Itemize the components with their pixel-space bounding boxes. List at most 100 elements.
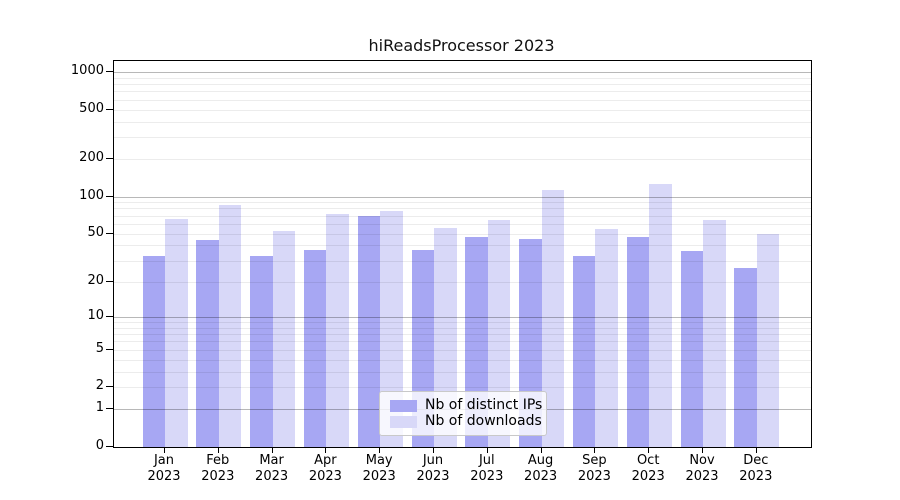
grid-line-minor	[114, 159, 811, 161]
y-axis-tick	[106, 195, 113, 197]
bar-distinct-ips	[734, 268, 757, 447]
x-axis-tick-label: May 2023	[362, 453, 396, 484]
grid-line-minor	[114, 359, 811, 361]
y-axis-tick	[106, 232, 113, 234]
grid-line-minor	[114, 341, 811, 343]
y-axis-tick	[106, 446, 113, 447]
grid-line-minor	[114, 202, 811, 204]
legend-swatch-distinct-ips-icon	[390, 399, 417, 412]
grid-line-minor	[114, 91, 811, 93]
y-axis-tick	[106, 70, 113, 72]
legend: Nb of distinct IPs Nb of downloads	[379, 391, 547, 436]
y-axis-tick	[106, 386, 113, 388]
x-axis-tick	[271, 447, 273, 453]
x-axis-tick-label: Apr 2023	[308, 453, 342, 484]
x-axis-tick-label: Feb 2023	[201, 453, 235, 484]
x-axis-tick-label: Nov 2023	[685, 453, 719, 484]
y-axis-tick-label: 1	[95, 400, 104, 416]
grid-line-minor	[114, 99, 811, 101]
grid-line-minor	[114, 121, 811, 123]
x-axis-tick	[486, 447, 488, 453]
grid-line-major	[114, 316, 811, 318]
grid-line-minor	[114, 322, 811, 323]
x-axis-tick-label: Jan 2023	[147, 453, 181, 484]
grid-line-minor	[114, 208, 811, 210]
x-axis-tick	[540, 447, 542, 453]
legend-label-downloads: Nb of downloads	[425, 413, 542, 429]
y-axis-tick	[106, 108, 113, 110]
grid-line-minor	[114, 233, 811, 235]
grid-line-minor	[114, 77, 811, 79]
bar-downloads	[272, 230, 296, 447]
y-axis-tick	[106, 158, 113, 160]
bar-downloads	[487, 219, 511, 447]
grid-line-minor	[114, 137, 811, 139]
y-axis-tick-label: 20	[87, 272, 104, 288]
x-axis-tick	[755, 447, 757, 453]
y-axis-tick-label: 500	[79, 100, 104, 116]
grid-line-minor	[114, 215, 811, 217]
x-axis-tick-label: Jun 2023	[416, 453, 450, 484]
y-axis-tick-label: 5	[95, 340, 104, 356]
x-axis-tick	[702, 447, 703, 453]
y-axis-tick-label: 0	[95, 438, 104, 453]
y-axis-tick-label: 200	[79, 150, 104, 166]
x-axis-tick	[433, 447, 434, 453]
grid-line-minor	[114, 260, 811, 262]
x-axis-tick-label: Mar 2023	[255, 453, 289, 484]
legend-item-distinct-ips: Nb of distinct IPs	[390, 398, 542, 413]
x-axis-tick	[217, 447, 219, 453]
x-axis-tick-label: Sep 2023	[577, 453, 611, 484]
y-axis-tick	[106, 408, 113, 410]
bar-downloads	[595, 228, 618, 447]
bar-downloads	[326, 214, 349, 447]
bar-downloads	[541, 190, 565, 447]
legend-label-distinct-ips: Nb of distinct IPs	[425, 397, 543, 413]
bar-downloads	[218, 205, 242, 447]
grid-line-minor	[114, 245, 811, 247]
bar-distinct-ips	[303, 249, 327, 447]
bar-distinct-ips	[250, 255, 273, 447]
x-axis-tick	[648, 447, 650, 453]
bar-downloads	[380, 211, 403, 447]
x-axis-tick	[325, 447, 327, 453]
bar-distinct-ips	[357, 215, 381, 447]
bar-downloads	[649, 184, 672, 447]
bar-distinct-ips	[142, 255, 165, 447]
x-axis-tick	[379, 447, 381, 453]
x-axis-tick	[164, 447, 165, 453]
y-axis-tick-label: 10	[87, 307, 104, 323]
x-axis-tick-label: Jul 2023	[470, 453, 504, 484]
x-axis-tick-label: Aug 2023	[524, 453, 558, 484]
grid-line-minor	[114, 223, 811, 225]
grid-line-major	[114, 71, 811, 73]
x-axis-tick-label: Dec 2023	[739, 453, 773, 484]
y-axis-tick	[106, 280, 113, 282]
x-axis-tick	[594, 447, 596, 453]
bar-downloads	[756, 233, 780, 447]
chart-title: hiReadsProcessor 2023	[368, 36, 555, 55]
grid-line-minor	[114, 84, 811, 85]
grid-line-minor	[114, 349, 811, 351]
bar-downloads	[165, 218, 188, 447]
grid-line-minor	[114, 109, 811, 111]
y-axis-tick-label: 1000	[70, 62, 104, 78]
y-axis-tick-label: 100	[79, 187, 104, 203]
bar-distinct-ips	[572, 255, 596, 447]
legend-swatch-downloads-icon	[390, 415, 417, 428]
bar-distinct-ips	[626, 236, 650, 447]
grid-line-minor	[114, 327, 811, 329]
grid-line-minor	[114, 281, 811, 283]
bar-distinct-ips	[680, 251, 703, 447]
y-axis-tick-label: 2	[95, 378, 104, 394]
plot-area	[113, 60, 812, 448]
grid-line-minor	[114, 334, 811, 336]
grid-line-major	[114, 196, 811, 198]
bar-distinct-ips	[196, 240, 219, 447]
legend-item-downloads: Nb of downloads	[390, 414, 542, 429]
grid-line-minor	[114, 387, 811, 389]
y-axis-tick-label: 50	[87, 224, 104, 240]
y-axis-tick	[106, 315, 113, 317]
bar-downloads	[703, 219, 726, 447]
